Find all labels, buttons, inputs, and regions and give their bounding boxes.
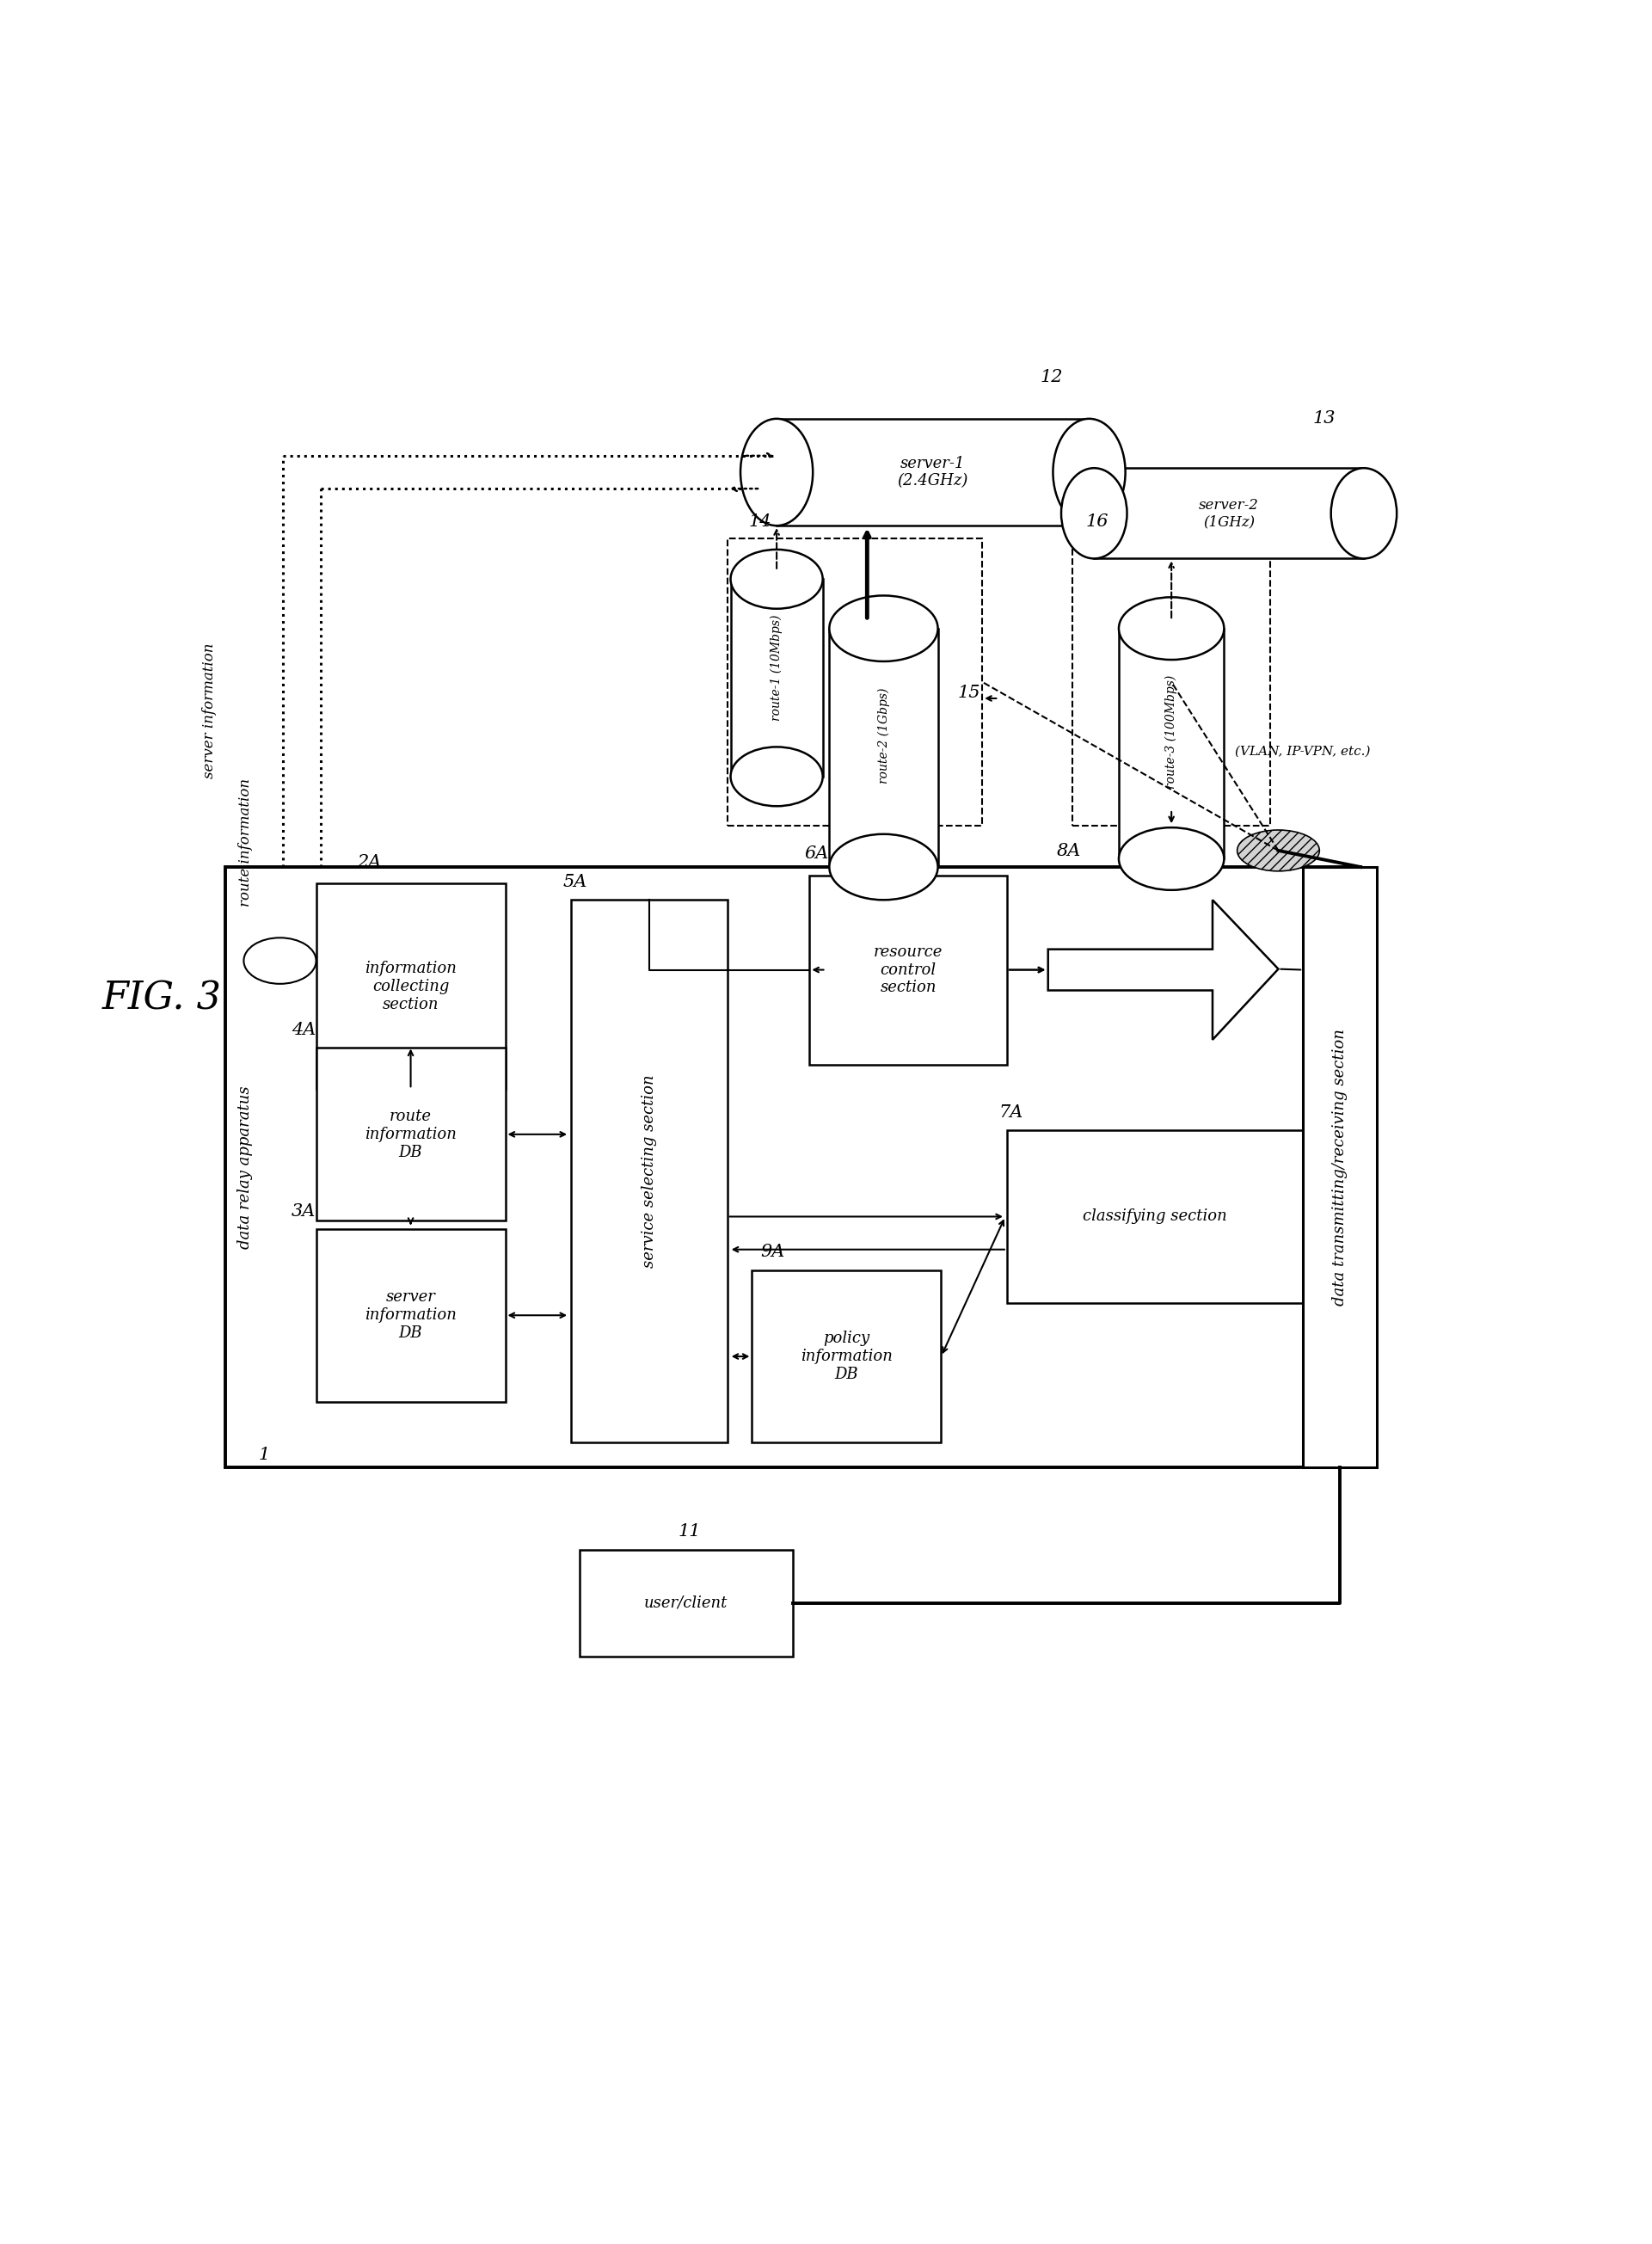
Bar <box>752 1270 942 1443</box>
Text: 6A: 6A <box>805 846 829 862</box>
Bar <box>316 1230 506 1402</box>
Bar <box>776 420 1089 525</box>
Text: 15: 15 <box>958 684 980 700</box>
Text: 8A: 8A <box>1056 842 1080 859</box>
Text: server information: server information <box>202 644 216 779</box>
Bar <box>580 1551 793 1656</box>
Bar <box>316 884 506 1088</box>
Text: server-2
(1GHz): server-2 (1GHz) <box>1199 498 1259 530</box>
Ellipse shape <box>829 835 938 900</box>
Text: 4A: 4A <box>291 1021 316 1039</box>
Text: 3A: 3A <box>291 1203 316 1218</box>
Text: route information: route information <box>238 779 253 907</box>
Text: 9A: 9A <box>760 1243 785 1261</box>
Bar <box>572 900 727 1443</box>
Bar <box>1118 628 1224 859</box>
Ellipse shape <box>1118 828 1224 891</box>
Text: 12: 12 <box>1039 368 1062 386</box>
Ellipse shape <box>1237 830 1320 871</box>
Text: 16: 16 <box>1085 514 1108 530</box>
Ellipse shape <box>829 595 938 662</box>
Bar <box>1303 866 1378 1468</box>
Text: FIG. 3: FIG. 3 <box>102 981 221 1017</box>
Text: route-3 (100Mbps): route-3 (100Mbps) <box>1165 675 1178 790</box>
Text: classifying section: classifying section <box>1082 1210 1227 1225</box>
Text: policy
information
DB: policy information DB <box>801 1331 892 1382</box>
Text: service selecting section: service selecting section <box>641 1075 657 1268</box>
Bar <box>809 875 1008 1064</box>
Text: 5A: 5A <box>563 873 586 891</box>
Text: user/client: user/client <box>644 1595 729 1611</box>
Text: route-1 (10Mbps): route-1 (10Mbps) <box>770 615 783 720</box>
Ellipse shape <box>1118 597 1224 660</box>
Ellipse shape <box>1061 469 1127 559</box>
Polygon shape <box>1047 900 1279 1039</box>
Ellipse shape <box>1332 469 1396 559</box>
Bar <box>1008 1131 1303 1304</box>
Ellipse shape <box>740 420 813 525</box>
Text: 2A: 2A <box>357 855 382 871</box>
Text: server-1
(2.4GHz): server-1 (2.4GHz) <box>897 456 968 489</box>
Text: resource
control
section: resource control section <box>874 945 943 996</box>
Text: information
collecting
section: information collecting section <box>365 960 456 1012</box>
Bar <box>829 628 938 866</box>
Ellipse shape <box>730 747 823 806</box>
Text: (VLAN, IP-VPN, etc.): (VLAN, IP-VPN, etc.) <box>1236 745 1371 758</box>
Text: 7A: 7A <box>999 1104 1023 1120</box>
Text: 1: 1 <box>258 1447 269 1463</box>
Bar <box>727 539 983 826</box>
Bar <box>226 866 1361 1468</box>
Text: route
information
DB: route information DB <box>365 1109 456 1160</box>
Ellipse shape <box>730 550 823 608</box>
Text: data relay apparatus: data relay apparatus <box>238 1086 253 1250</box>
Text: 13: 13 <box>1313 411 1336 426</box>
Bar <box>1072 539 1270 826</box>
Text: 11: 11 <box>677 1524 700 1539</box>
Bar <box>730 579 823 776</box>
Bar <box>316 1048 506 1221</box>
Text: route-2 (1Gbps): route-2 (1Gbps) <box>877 689 890 783</box>
Text: 14: 14 <box>748 514 771 530</box>
Ellipse shape <box>1052 420 1125 525</box>
Text: server
information
DB: server information DB <box>365 1290 456 1342</box>
Bar <box>1094 469 1365 559</box>
Text: data transmitting/receiving section: data transmitting/receiving section <box>1332 1028 1348 1306</box>
